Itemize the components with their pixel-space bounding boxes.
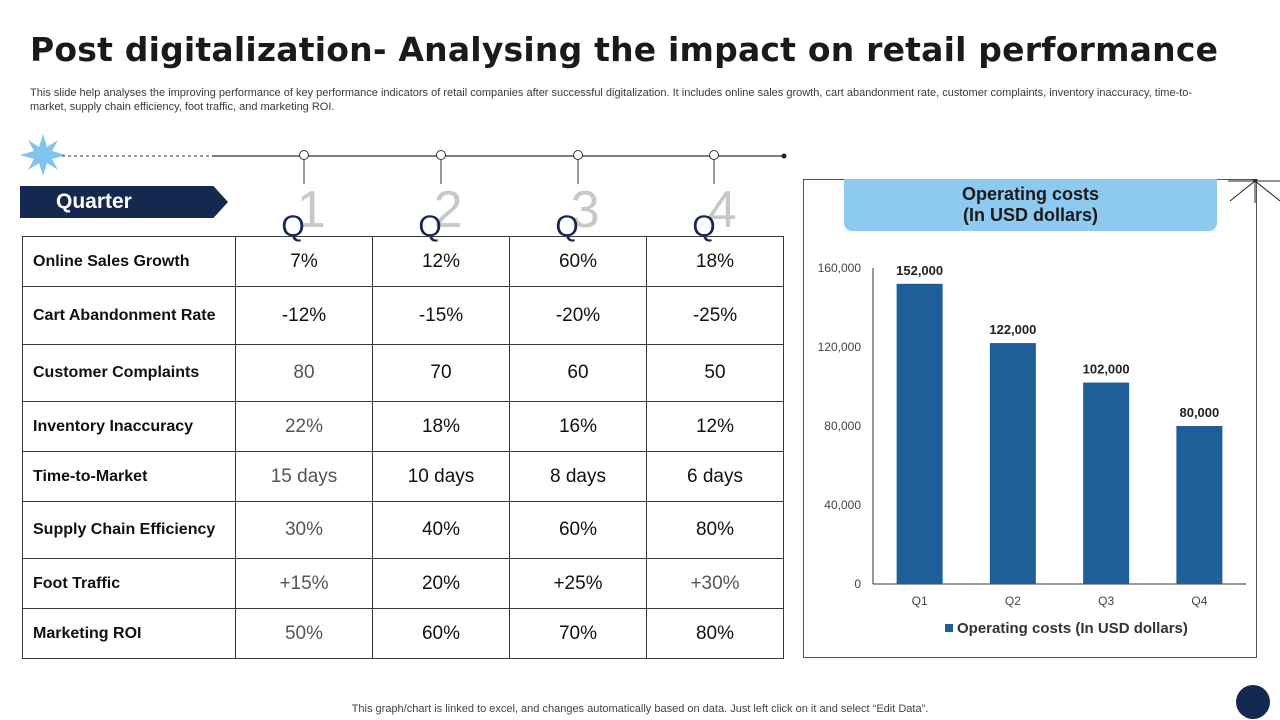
footnote: This graph/chart is linked to excel, and… xyxy=(351,703,929,715)
timeline-marker-q3 xyxy=(573,150,583,184)
table-cell: +25% xyxy=(509,558,647,609)
table-cell: 60% xyxy=(509,501,647,559)
table-row: Cart Abandonment Rate -12% -15% -20% -25… xyxy=(22,286,784,345)
quarter-letter: Q xyxy=(281,210,305,243)
quarter-number: 4 xyxy=(707,181,737,239)
quarter-heading-q2: Q2 xyxy=(372,180,509,243)
table-cell: 50 xyxy=(646,344,784,402)
table-cell: 8 days xyxy=(509,451,647,502)
table-cell: -25% xyxy=(646,286,784,345)
timeline xyxy=(20,134,787,184)
table-cell: 80 xyxy=(235,344,373,402)
table-cell: 7% xyxy=(235,236,373,287)
table-cell: -12% xyxy=(235,286,373,345)
table-cell: 12% xyxy=(372,236,510,287)
x-tick-label: Q2 xyxy=(1005,594,1021,608)
starburst-icon xyxy=(20,134,66,176)
x-tick-label: Q1 xyxy=(912,594,928,608)
bar-value-label: 102,000 xyxy=(1083,362,1130,377)
table-cell: -20% xyxy=(509,286,647,345)
table-cell: 80% xyxy=(646,608,784,659)
bar-value-label: 152,000 xyxy=(896,263,943,278)
table-cell: 30% xyxy=(235,501,373,559)
chart-header-line1: Operating costs xyxy=(961,184,1100,204)
table-cell: 10 days xyxy=(372,451,510,502)
table-row: Customer Complaints 80 70 60 50 xyxy=(22,344,784,402)
row-label: Time-to-Market xyxy=(22,451,236,502)
page-title: Post digitalization- Analysing the impac… xyxy=(30,30,1219,69)
bar-q3 xyxy=(1083,382,1130,584)
timeline-marker-q1 xyxy=(299,150,309,184)
chart-header: Operating costs (In USD dollars) xyxy=(844,179,1217,231)
bar-q4 xyxy=(1176,426,1223,584)
quarter-heading-q3: Q3 xyxy=(509,180,646,243)
timeline-marker-q4 xyxy=(709,150,719,184)
table-cell: 20% xyxy=(372,558,510,609)
table-cell: 50% xyxy=(235,608,373,659)
table-cell: 12% xyxy=(646,401,784,452)
bar-value-label: 122,000 xyxy=(989,322,1036,337)
table-row: Marketing ROI 50% 60% 70% 80% xyxy=(22,608,784,659)
table-cell: -15% xyxy=(372,286,510,345)
y-tick-label: 80,000 xyxy=(824,419,861,433)
table-cell: 40% xyxy=(372,501,510,559)
table-cell: 18% xyxy=(372,401,510,452)
quarter-letter: Q xyxy=(692,210,716,243)
bar-chart[interactable]: 0 40,000 80,000 120,000 160,000 152,000 Q1 122,… xyxy=(803,179,1280,659)
y-tick-label: 40,000 xyxy=(824,498,861,512)
bar-value-label: 80,000 xyxy=(1179,405,1219,420)
row-label: Foot Traffic xyxy=(22,558,236,609)
x-tick-label: Q3 xyxy=(1098,594,1114,608)
table-row: Supply Chain Efficiency 30% 40% 60% 80% xyxy=(22,501,784,559)
table-cell: 22% xyxy=(235,401,373,452)
table-row: Inventory Inaccuracy 22% 18% 16% 12% xyxy=(22,401,784,452)
table-row: Foot Traffic +15% 20% +25% +30% xyxy=(22,558,784,609)
timeline-marker-q2 xyxy=(436,150,446,184)
legend-label: Operating costs (In USD dollars) xyxy=(957,620,1188,637)
row-label: Online Sales Growth xyxy=(22,236,236,287)
table-cell: +15% xyxy=(235,558,373,609)
table-cell: 70% xyxy=(509,608,647,659)
table-row: Online Sales Growth 7% 12% 60% 18% xyxy=(22,236,784,287)
timeline-end-dot xyxy=(781,153,787,159)
table-cell: 60 xyxy=(509,344,647,402)
corner-circle-icon xyxy=(1236,685,1270,719)
chart-header-line2: (In USD dollars) xyxy=(962,205,1098,225)
table-cell: 60% xyxy=(372,608,510,659)
bar-q1 xyxy=(896,283,943,584)
row-label: Inventory Inaccuracy xyxy=(22,401,236,452)
legend-swatch xyxy=(945,624,953,632)
page-subtitle: This slide help analyses the improving p… xyxy=(30,87,1193,113)
row-label: Customer Complaints xyxy=(22,344,236,402)
table-row: Time-to-Market 15 days 10 days 8 days 6 … xyxy=(22,451,784,502)
table-cell: 70 xyxy=(372,344,510,402)
quarter-number: 1 xyxy=(296,181,326,239)
table-cell: 18% xyxy=(646,236,784,287)
quarter-heading-q4: Q4 xyxy=(646,180,783,243)
row-label: Supply Chain Efficiency xyxy=(22,501,236,559)
kpi-table: Online Sales Growth 7% 12% 60% 18% Cart … xyxy=(22,236,784,659)
row-label: Marketing ROI xyxy=(22,608,236,659)
table-cell: 15 days xyxy=(235,451,373,502)
table-cell: 80% xyxy=(646,501,784,559)
quarter-heading-q1: Q1 xyxy=(235,180,372,243)
quarter-letter: Q xyxy=(555,210,579,243)
quarter-number: 3 xyxy=(570,181,600,239)
x-tick-label: Q4 xyxy=(1191,594,1207,608)
y-tick-label: 0 xyxy=(854,577,861,591)
table-cell: 6 days xyxy=(646,451,784,502)
bar-q2 xyxy=(989,343,1036,584)
table-cell: 60% xyxy=(509,236,647,287)
table-cell: 16% xyxy=(509,401,647,452)
quarter-banner: Quarter xyxy=(20,186,228,218)
quarter-letter: Q xyxy=(418,210,442,243)
row-label: Cart Abandonment Rate xyxy=(22,286,236,345)
quarter-number: 2 xyxy=(433,181,463,239)
table-cell: +30% xyxy=(646,558,784,609)
y-tick-label: 160,000 xyxy=(818,261,862,275)
y-tick-label: 120,000 xyxy=(818,340,862,354)
